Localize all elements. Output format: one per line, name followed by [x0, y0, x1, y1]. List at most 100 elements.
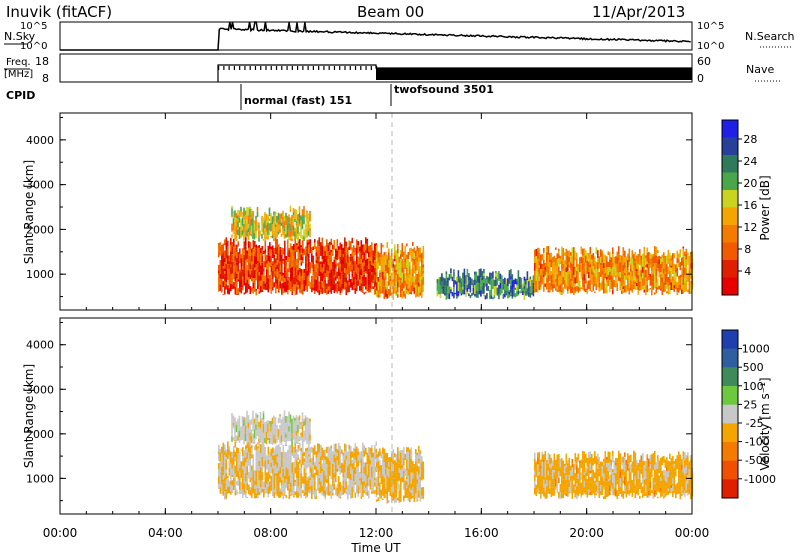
data-cell	[421, 287, 423, 293]
data-cell	[634, 271, 637, 277]
data-cell	[324, 460, 327, 463]
data-cell	[395, 497, 398, 500]
data-cell	[401, 468, 404, 477]
data-cell	[585, 278, 587, 284]
data-cell	[678, 276, 680, 280]
data-cell	[561, 479, 563, 487]
data-cell	[281, 467, 283, 473]
data-cell	[562, 485, 565, 488]
data-cell	[292, 230, 295, 237]
data-cell	[553, 255, 556, 263]
data-cell	[279, 439, 281, 444]
data-cell	[406, 481, 408, 486]
data-cell	[601, 286, 604, 290]
data-cell	[311, 278, 313, 288]
data-cell	[282, 216, 284, 222]
data-cell	[254, 495, 256, 498]
data-cell	[354, 279, 357, 289]
data-cell	[303, 458, 306, 463]
data-cell	[276, 260, 279, 265]
data-cell	[565, 264, 568, 268]
data-cell	[685, 458, 688, 465]
data-cell	[688, 466, 691, 470]
data-cell	[561, 463, 563, 472]
data-cell	[469, 295, 472, 299]
data-cell	[550, 458, 553, 464]
data-cell	[640, 486, 643, 494]
data-cell	[379, 277, 381, 286]
data-cell	[294, 443, 297, 450]
data-cell	[528, 283, 530, 286]
colorbar-swatch	[722, 404, 738, 424]
data-cell	[406, 275, 408, 284]
data-cell	[297, 270, 300, 276]
data-cell	[231, 208, 233, 215]
data-cell	[257, 280, 259, 285]
data-cell	[552, 487, 554, 495]
data-cell	[398, 280, 401, 288]
data-cell	[658, 487, 661, 493]
data-cell	[546, 289, 548, 290]
data-cell	[459, 283, 461, 292]
data-cell	[546, 246, 548, 250]
data-cell	[418, 481, 420, 491]
data-cell	[230, 267, 232, 275]
data-cell	[625, 289, 628, 293]
data-cell	[327, 242, 330, 245]
data-cell	[588, 259, 590, 262]
data-cell	[675, 272, 677, 275]
data-cell	[422, 252, 425, 260]
data-cell	[404, 468, 407, 476]
data-cell	[621, 468, 623, 474]
data-cell	[388, 469, 390, 478]
data-cell	[564, 466, 566, 474]
data-cell	[392, 485, 395, 493]
data-cell	[245, 266, 247, 270]
data-cell	[409, 262, 411, 267]
data-cell	[555, 465, 557, 469]
data-cell	[300, 490, 303, 498]
data-cell	[320, 276, 322, 283]
data-cell	[314, 490, 316, 500]
data-cell	[236, 481, 238, 485]
data-cell	[508, 294, 511, 298]
data-cell	[237, 478, 240, 487]
data-cell	[274, 211, 277, 214]
data-cell	[329, 269, 331, 273]
data-cell	[276, 440, 278, 443]
data-cell	[577, 495, 580, 497]
data-cell	[628, 489, 631, 495]
data-cell	[640, 269, 643, 277]
data-cell	[283, 410, 286, 414]
data-cell	[356, 487, 358, 494]
data-cell	[507, 278, 509, 287]
data-cell	[588, 262, 590, 268]
data-cell	[225, 487, 228, 490]
data-cell	[407, 280, 410, 289]
data-cell	[406, 254, 408, 260]
data-cell	[586, 260, 589, 267]
data-cell	[351, 493, 354, 498]
data-cell	[547, 255, 550, 259]
data-cell	[300, 432, 302, 436]
data-cell	[294, 449, 297, 453]
data-cell	[256, 417, 259, 423]
data-cell	[254, 267, 256, 271]
data-cell	[483, 275, 485, 280]
data-cell	[278, 284, 280, 291]
data-cell	[625, 490, 628, 497]
nave-tick-bottom: 0	[697, 72, 704, 85]
data-cell	[301, 418, 304, 426]
data-cell	[574, 275, 577, 278]
data-cell	[637, 470, 640, 479]
data-cell	[613, 475, 616, 485]
data-cell	[296, 258, 298, 265]
data-cell	[289, 414, 292, 423]
data-cell	[246, 452, 249, 460]
data-cell	[649, 252, 652, 259]
data-cell	[252, 290, 255, 294]
data-cell	[258, 227, 260, 231]
data-cell	[300, 220, 302, 228]
data-cell	[594, 269, 596, 273]
data-cell	[345, 451, 348, 456]
